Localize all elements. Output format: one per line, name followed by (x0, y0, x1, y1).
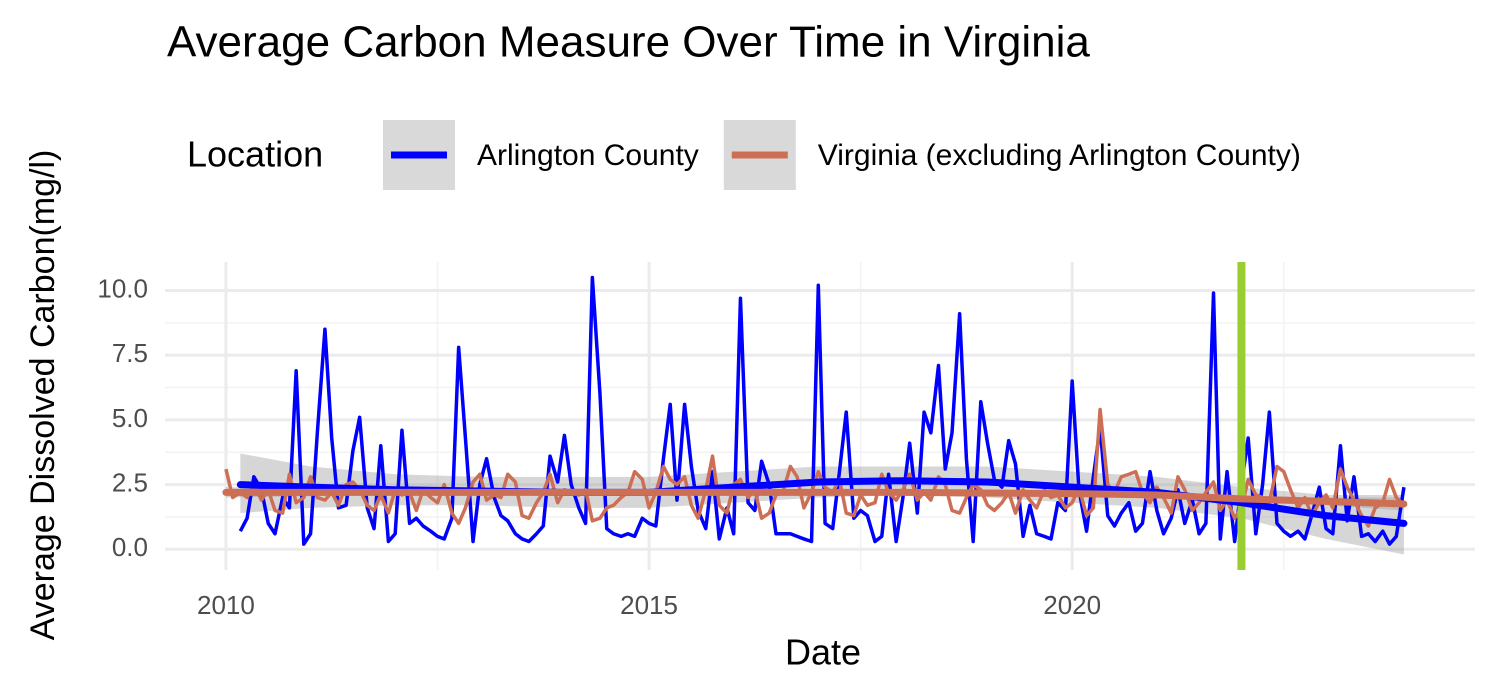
legend-label: Arlington County (477, 139, 699, 172)
x-axis-label: Date (785, 632, 861, 673)
y-tick-label: 7.5 (112, 338, 148, 368)
y-tick-label: 2.5 (112, 467, 148, 497)
chart-title: Average Carbon Measure Over Time in Virg… (167, 18, 1090, 67)
x-tick-label: 2020 (1043, 590, 1101, 620)
legend-item: Virginia (excluding Arlington County) (723, 120, 1301, 190)
y-tick-label: 0.0 (112, 532, 148, 562)
y-axis-label: Average Dissolved Carbon(mg/l) (24, 150, 62, 641)
series-line (238, 275, 1406, 546)
confidence-band (240, 453, 1404, 555)
trend-line (222, 488, 1408, 508)
legend-label: Virginia (excluding Arlington County) (818, 139, 1301, 172)
y-tick-label: 10.0 (97, 273, 148, 303)
x-tick-label: 2015 (620, 590, 678, 620)
x-tick-label: 2010 (197, 590, 255, 620)
legend-title: Location (187, 134, 323, 175)
y-tick-label: 5.0 (112, 403, 148, 433)
legend-item: Arlington County (383, 120, 699, 190)
